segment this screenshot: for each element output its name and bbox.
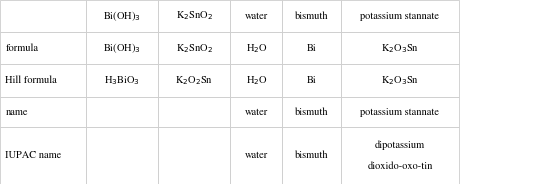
- Bar: [341, 127, 459, 184]
- Bar: [230, 32, 282, 64]
- Text: K$_2$O$_3$Sn: K$_2$O$_3$Sn: [381, 42, 419, 55]
- Text: K$_2$SnO$_2$: K$_2$SnO$_2$: [176, 10, 213, 22]
- Text: potassium stannate: potassium stannate: [360, 11, 440, 21]
- Bar: [158, 0, 230, 32]
- Text: H$_2$O: H$_2$O: [246, 42, 267, 55]
- Bar: [230, 0, 282, 32]
- Text: bismuth: bismuth: [295, 11, 329, 21]
- Text: Bi: Bi: [307, 43, 317, 53]
- Bar: [282, 0, 341, 32]
- Text: dipotassium: dipotassium: [375, 140, 425, 150]
- Bar: [230, 97, 282, 127]
- Text: Bi(OH)$_3$: Bi(OH)$_3$: [103, 41, 141, 55]
- Text: K$_2$O$_2$Sn: K$_2$O$_2$Sn: [175, 74, 213, 87]
- Bar: [0, 127, 86, 184]
- Bar: [0, 0, 86, 32]
- Text: potassium stannate: potassium stannate: [360, 107, 440, 117]
- Text: H$_2$O: H$_2$O: [246, 74, 267, 87]
- Bar: [282, 64, 341, 97]
- Text: H$_3$BiO$_3$: H$_3$BiO$_3$: [104, 74, 140, 87]
- Text: Bi(OH)$_3$: Bi(OH)$_3$: [103, 9, 141, 23]
- Text: water: water: [245, 11, 268, 21]
- Bar: [86, 97, 158, 127]
- Text: Bi: Bi: [307, 76, 317, 85]
- Text: K$_2$SnO$_2$: K$_2$SnO$_2$: [176, 42, 213, 55]
- Text: water: water: [245, 151, 268, 160]
- Bar: [282, 97, 341, 127]
- Bar: [282, 127, 341, 184]
- Bar: [341, 0, 459, 32]
- Text: name: name: [5, 107, 28, 117]
- Text: Hill formula: Hill formula: [5, 76, 57, 85]
- Bar: [158, 97, 230, 127]
- Bar: [0, 64, 86, 97]
- Bar: [341, 64, 459, 97]
- Text: K$_2$O$_3$Sn: K$_2$O$_3$Sn: [381, 74, 419, 87]
- Bar: [230, 64, 282, 97]
- Text: formula: formula: [5, 43, 38, 53]
- Bar: [86, 0, 158, 32]
- Bar: [0, 97, 86, 127]
- Text: IUPAC name: IUPAC name: [5, 151, 62, 160]
- Bar: [282, 32, 341, 64]
- Bar: [341, 32, 459, 64]
- Text: bismuth: bismuth: [295, 107, 329, 117]
- Bar: [158, 127, 230, 184]
- Text: water: water: [245, 107, 268, 117]
- Text: bismuth: bismuth: [295, 151, 329, 160]
- Bar: [341, 97, 459, 127]
- Bar: [158, 32, 230, 64]
- Bar: [230, 127, 282, 184]
- Bar: [86, 127, 158, 184]
- Bar: [0, 32, 86, 64]
- Text: dioxido-oxo-tin: dioxido-oxo-tin: [367, 161, 432, 171]
- Bar: [86, 32, 158, 64]
- Bar: [86, 64, 158, 97]
- Bar: [158, 64, 230, 97]
